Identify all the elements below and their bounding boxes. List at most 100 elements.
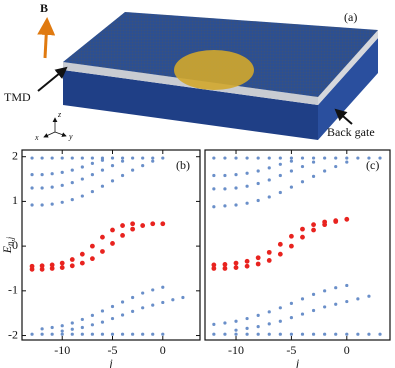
point xyxy=(100,156,105,160)
y-tick-label: -2 xyxy=(8,327,18,341)
point xyxy=(59,260,65,266)
point xyxy=(39,266,45,272)
point xyxy=(30,203,34,207)
point xyxy=(267,178,271,182)
point xyxy=(356,156,360,160)
point xyxy=(70,198,74,202)
point xyxy=(40,186,44,190)
point xyxy=(120,300,125,304)
point xyxy=(266,258,272,263)
plot-frame xyxy=(204,149,391,341)
point xyxy=(80,317,84,322)
point xyxy=(80,325,84,330)
point xyxy=(161,332,165,336)
point xyxy=(30,332,34,336)
point xyxy=(311,156,316,160)
point xyxy=(234,332,238,336)
point xyxy=(323,332,327,336)
point xyxy=(130,226,136,232)
point xyxy=(212,173,216,178)
axis-triad xyxy=(43,117,67,138)
point xyxy=(323,169,327,173)
point xyxy=(161,285,165,289)
point xyxy=(223,187,227,191)
x-tick-label: 0 xyxy=(160,343,166,357)
point xyxy=(334,302,338,306)
triad-x-label: x xyxy=(34,133,39,142)
point xyxy=(234,203,238,207)
point xyxy=(110,332,115,336)
point xyxy=(212,156,216,160)
point xyxy=(151,332,155,336)
point xyxy=(79,251,85,257)
triad-x xyxy=(43,131,56,138)
plot-frame xyxy=(21,149,201,341)
point xyxy=(120,313,125,317)
point xyxy=(80,165,84,169)
point xyxy=(345,299,349,304)
point xyxy=(141,291,145,295)
point xyxy=(278,306,282,310)
point xyxy=(60,324,64,328)
point xyxy=(311,174,316,178)
point xyxy=(70,181,74,185)
point xyxy=(289,156,294,160)
point xyxy=(212,187,216,191)
point xyxy=(161,300,165,305)
point xyxy=(356,332,360,336)
point xyxy=(255,255,261,261)
panel-label: (b) xyxy=(176,158,190,172)
triad-z-label: z xyxy=(57,110,62,119)
point xyxy=(70,168,74,172)
field-arrow xyxy=(37,17,56,59)
x-tick-label: -10 xyxy=(54,343,70,357)
point xyxy=(278,332,282,336)
point xyxy=(245,201,249,205)
point xyxy=(100,234,105,240)
point xyxy=(50,332,54,336)
point xyxy=(131,332,135,336)
point xyxy=(29,263,35,269)
point xyxy=(334,164,338,169)
point xyxy=(50,325,54,330)
point xyxy=(345,160,349,164)
point xyxy=(367,294,371,298)
point xyxy=(289,301,294,305)
panel-label: (c) xyxy=(366,158,379,172)
point xyxy=(80,332,84,336)
tmd-side xyxy=(318,30,378,105)
point xyxy=(110,304,115,309)
point xyxy=(100,320,105,324)
point xyxy=(345,332,349,336)
point xyxy=(211,266,217,271)
point xyxy=(245,332,249,336)
point xyxy=(311,332,316,336)
point xyxy=(289,332,294,336)
point xyxy=(40,172,44,177)
point xyxy=(267,195,271,199)
point xyxy=(289,243,294,249)
point xyxy=(334,286,338,290)
layer-arrow xyxy=(37,66,68,92)
point xyxy=(60,329,64,333)
point xyxy=(110,156,115,160)
gate-label: Back gate xyxy=(327,125,375,139)
point xyxy=(266,249,272,255)
point xyxy=(212,205,216,209)
point xyxy=(311,160,316,164)
point xyxy=(69,263,75,269)
point xyxy=(100,332,105,336)
point xyxy=(234,319,238,323)
point xyxy=(50,156,54,160)
point xyxy=(267,166,271,170)
point xyxy=(356,297,360,301)
point xyxy=(90,156,94,160)
point xyxy=(322,219,328,225)
point xyxy=(50,202,54,206)
point xyxy=(40,203,44,207)
point xyxy=(277,241,283,247)
point xyxy=(110,164,115,168)
point xyxy=(70,332,74,336)
point xyxy=(245,171,249,175)
